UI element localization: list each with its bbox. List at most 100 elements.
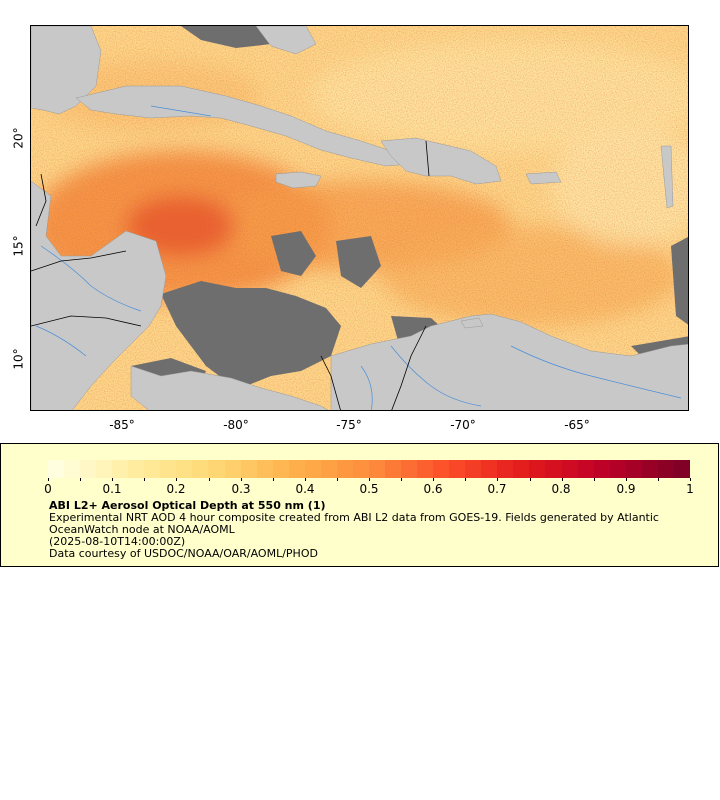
border-central-america-2 bbox=[31, 315, 142, 327]
colorbar-minor-tick bbox=[561, 478, 563, 481]
colorbar-swatch bbox=[401, 460, 418, 478]
river-south-america-3 bbox=[360, 365, 373, 410]
colorbar-minor-tick bbox=[529, 478, 531, 481]
colorbar-minor-tick bbox=[304, 478, 306, 481]
colorbar-minor-tick bbox=[48, 478, 49, 481]
border-central-america-1 bbox=[31, 250, 127, 272]
colorbar-tick-label: 0 bbox=[44, 482, 52, 496]
colorbar-tick-label: 0.9 bbox=[616, 482, 636, 496]
colorbar-swatch bbox=[513, 460, 530, 478]
colorbar-swatch bbox=[529, 460, 546, 478]
colorbar bbox=[48, 460, 690, 478]
colorbar-swatch bbox=[240, 460, 257, 478]
colorbar-minor-tick bbox=[208, 478, 210, 481]
colorbar-tick-label: 0.3 bbox=[231, 482, 251, 496]
border-panama-colombia bbox=[320, 355, 341, 410]
land-jamaica bbox=[275, 171, 322, 189]
river-central-america-2 bbox=[35, 325, 87, 357]
x-tick-label: -80° bbox=[223, 418, 249, 432]
x-tick-label: -70° bbox=[450, 418, 476, 432]
colorbar-swatch bbox=[673, 460, 690, 478]
colorbar-minor-tick bbox=[433, 478, 435, 481]
no-data-bottom-right bbox=[671, 237, 688, 325]
colorbar-swatch bbox=[657, 460, 674, 478]
colorbar-swatch bbox=[449, 460, 466, 478]
no-data-top bbox=[181, 26, 281, 48]
colorbar-minor-tick bbox=[336, 478, 338, 481]
legend-timestamp: (2025-08-10T14:00:00Z) bbox=[49, 535, 186, 548]
land-central-america bbox=[31, 180, 167, 410]
colorbar-swatch bbox=[497, 460, 514, 478]
colorbar-swatch bbox=[64, 460, 81, 478]
legend-description: Experimental NRT AOD 4 hour composite cr… bbox=[49, 511, 659, 536]
colorbar-tick-label: 0.1 bbox=[102, 482, 122, 496]
colorbar-minor-tick bbox=[176, 478, 178, 481]
legend-panel: 0 0.1 0.2 0.3 0.4 0.5 0.6 0.7 0.8 0.9 1 … bbox=[0, 443, 719, 567]
colorbar-tick-label: 0.2 bbox=[166, 482, 186, 496]
colorbar-swatch bbox=[272, 460, 289, 478]
no-data-central bbox=[271, 231, 316, 276]
river-south-america-2 bbox=[510, 345, 682, 399]
border-yucatan bbox=[35, 173, 47, 227]
colorbar-swatch bbox=[112, 460, 129, 478]
colorbar-tick-label: 0.8 bbox=[551, 482, 571, 496]
colorbar-minor-tick bbox=[80, 478, 82, 481]
colorbar-tick-label: 0.7 bbox=[487, 482, 507, 496]
no-data-western-caribbean bbox=[161, 281, 341, 386]
colorbar-swatch bbox=[160, 460, 177, 478]
colorbar-swatch bbox=[208, 460, 225, 478]
colorbar-swatch bbox=[593, 460, 610, 478]
colorbar-swatch bbox=[192, 460, 209, 478]
legend-credit: Data courtesy of USDOC/NOAA/OAR/AOML/PHO… bbox=[49, 547, 318, 560]
colorbar-swatch bbox=[433, 460, 450, 478]
colorbar-tick-label: 0.5 bbox=[359, 482, 379, 496]
colorbar-minor-tick bbox=[369, 478, 370, 481]
colorbar-swatch bbox=[80, 460, 97, 478]
colorbar-minor-tick bbox=[690, 478, 691, 481]
colorbar-swatch bbox=[577, 460, 594, 478]
colorbar-tick-label: 1 bbox=[686, 482, 694, 496]
colorbar-minor-tick bbox=[465, 478, 467, 481]
colorbar-swatch bbox=[144, 460, 161, 478]
colorbar-swatch bbox=[256, 460, 273, 478]
colorbar-minor-tick bbox=[401, 478, 403, 481]
land-hispaniola bbox=[380, 137, 502, 185]
colorbar-swatch bbox=[224, 460, 241, 478]
colorbar-swatch bbox=[641, 460, 658, 478]
land-yucatan-north bbox=[31, 26, 102, 115]
colorbar-swatch bbox=[176, 460, 193, 478]
colorbar-minor-tick bbox=[593, 478, 595, 481]
colorbar-minor-tick bbox=[625, 478, 627, 481]
legend-text: ABI L2+ Aerosol Optical Depth at 550 nm … bbox=[49, 500, 689, 560]
colorbar-minor-tick bbox=[497, 478, 499, 481]
legend-title: ABI L2+ Aerosol Optical Depth at 550 nm … bbox=[49, 499, 326, 512]
river-cuba bbox=[150, 105, 212, 117]
y-tick-label: 20° bbox=[11, 127, 26, 149]
colorbar-tick-label: 0.4 bbox=[295, 482, 315, 496]
colorbar-swatch bbox=[320, 460, 337, 478]
no-data-central-2 bbox=[336, 236, 381, 288]
colorbar-swatch bbox=[48, 460, 65, 478]
x-tick-label: -75° bbox=[336, 418, 362, 432]
colorbar-swatch bbox=[561, 460, 578, 478]
colorbar-minor-tick bbox=[240, 478, 242, 481]
colorbar-swatch bbox=[336, 460, 353, 478]
colorbar-swatch bbox=[609, 460, 626, 478]
border-colombia-venezuela bbox=[391, 325, 427, 410]
river-south-america-1 bbox=[390, 345, 482, 407]
river-central-america-1 bbox=[40, 245, 142, 312]
land-puerto-rico bbox=[525, 171, 562, 185]
colorbar-swatch bbox=[352, 460, 369, 478]
land-aruba-curacao bbox=[460, 317, 484, 329]
colorbar-minor-tick bbox=[272, 478, 274, 481]
land-bahamas bbox=[255, 26, 317, 55]
colorbar-swatch bbox=[465, 460, 482, 478]
colorbar-swatch bbox=[545, 460, 562, 478]
land-cuba bbox=[75, 85, 412, 167]
x-tick-label: -85° bbox=[109, 418, 135, 432]
colorbar-swatch bbox=[304, 460, 321, 478]
map-plot-area bbox=[30, 25, 689, 411]
land-lesser-antilles bbox=[660, 145, 674, 209]
y-tick-label: 10° bbox=[11, 348, 26, 370]
colorbar-swatch bbox=[368, 460, 385, 478]
